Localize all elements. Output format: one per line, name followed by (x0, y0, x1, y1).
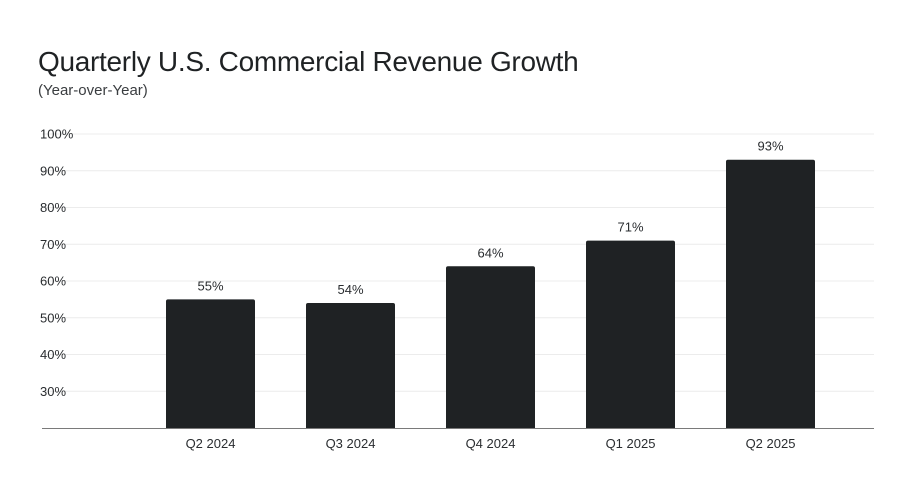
x-tick-label: Q1 2025 (606, 436, 656, 451)
data-label: 55% (197, 278, 223, 293)
bar (726, 159, 815, 428)
y-tick-label: 100% (40, 127, 74, 142)
y-tick-label: 40% (40, 347, 66, 362)
bar (586, 240, 675, 428)
data-label: 71% (617, 220, 643, 235)
x-tick-label: Q3 2024 (326, 436, 376, 451)
y-tick-label: 50% (40, 310, 66, 325)
x-tick-label: Q2 2024 (186, 436, 236, 451)
bar (166, 299, 255, 428)
x-axis-ticks: Q2 2024 Q3 2024 Q4 2024 Q1 2025 Q2 2025 (186, 436, 796, 451)
y-tick-label: 30% (40, 384, 66, 399)
bar (306, 303, 395, 428)
bars (166, 159, 815, 428)
chart-title: Quarterly U.S. Commercial Revenue Growth (38, 46, 579, 77)
bar (446, 266, 535, 428)
y-tick-label: 80% (40, 200, 66, 215)
y-axis-ticks: 30% 40% 50% 60% 70% 80% 90% 100% (40, 127, 74, 399)
data-labels: 55% 54% 64% 71% 93% (197, 139, 783, 297)
data-label: 93% (757, 139, 783, 154)
chart-subtitle: (Year-over-Year) (38, 82, 148, 99)
y-tick-label: 70% (40, 237, 66, 252)
x-tick-label: Q2 2025 (746, 436, 796, 451)
data-label: 64% (477, 245, 503, 260)
data-label: 54% (337, 282, 363, 297)
y-tick-label: 90% (40, 163, 66, 178)
y-tick-label: 60% (40, 274, 66, 289)
x-tick-label: Q4 2024 (466, 436, 516, 451)
